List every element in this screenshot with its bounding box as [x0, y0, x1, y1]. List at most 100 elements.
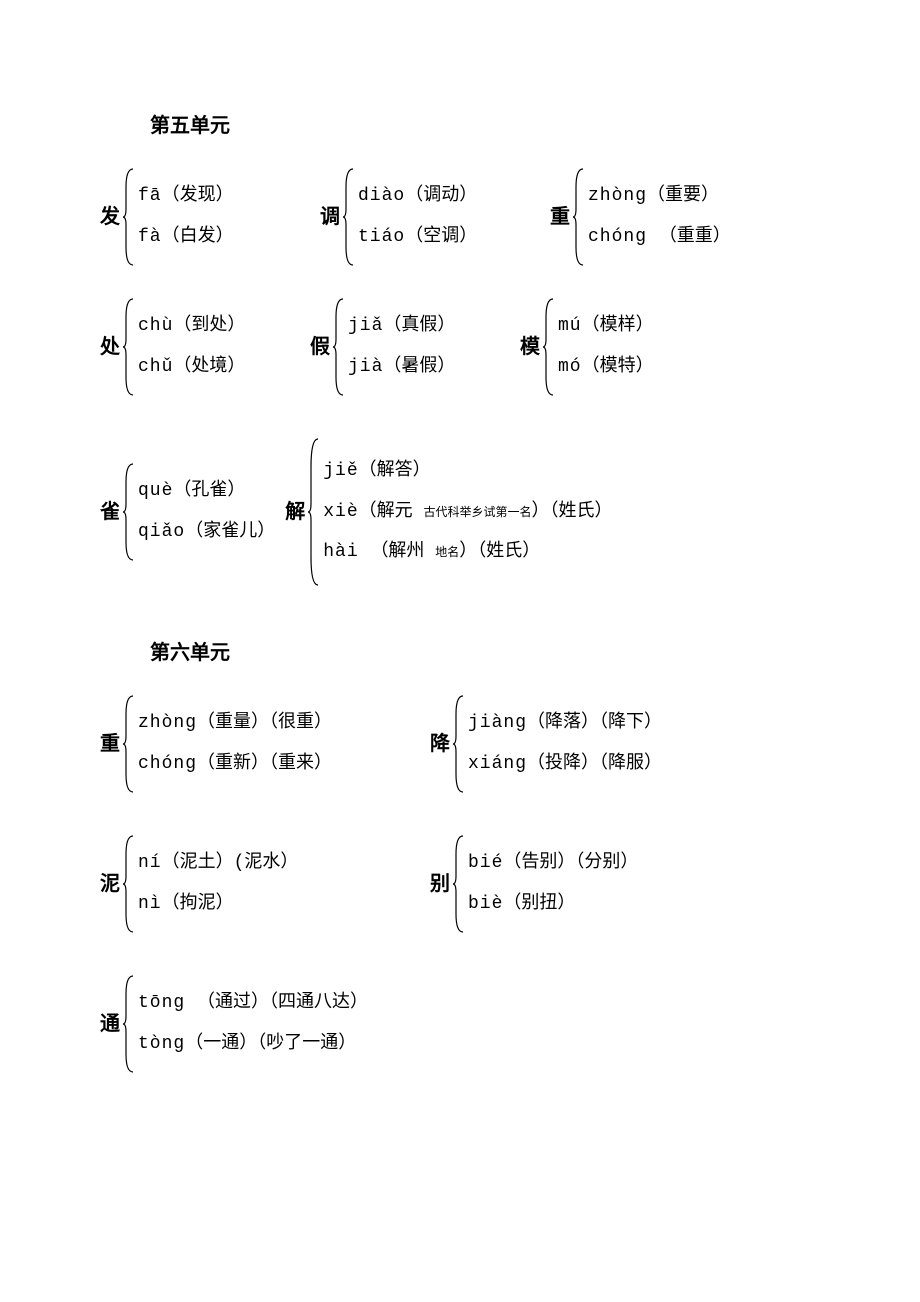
reading-line: jià（暑假） [348, 353, 455, 382]
pinyin: ní [138, 853, 162, 873]
words: （一通）（吵了一通） [185, 1034, 356, 1054]
entry: 发 fā（发现） fà（白发） [100, 167, 310, 267]
reading-line: què（孔雀） [138, 477, 275, 506]
words: （别扭） [503, 894, 575, 914]
entry: 泥 ní（泥土）(泥水） nì（拘泥） [100, 834, 420, 934]
pinyin: jià [348, 357, 383, 377]
brace-icon [542, 297, 554, 397]
pinyin: chǔ [138, 357, 173, 377]
reading-line: tōng （通过）（四通八达） [138, 989, 368, 1018]
hanzi-char: 重 [100, 728, 120, 760]
words: （解答） [359, 461, 431, 481]
words: （投降）（降服） [527, 754, 662, 774]
unit-title: 第五单元 [150, 110, 820, 142]
hanzi-char: 泥 [100, 868, 120, 900]
brace-icon [122, 167, 134, 267]
reading-line: ní（泥土）(泥水） [138, 849, 298, 878]
note: 古代科举乡试第一名 [423, 506, 531, 520]
words: （家雀儿） [185, 522, 275, 542]
reading-line: zhòng（重要） [588, 182, 731, 211]
words: （重新）（重来） [197, 754, 332, 774]
readings-list: jiǎ（真假） jià（暑假） [344, 308, 455, 386]
reading-line: mú（模样） [558, 312, 654, 341]
reading-line: jiàng（降落）（降下） [468, 709, 662, 738]
pinyin: tōng [138, 993, 197, 1013]
words: （白发） [162, 227, 234, 247]
reading-line: tòng（一通）（吵了一通） [138, 1030, 368, 1059]
words: （模特） [582, 357, 654, 377]
entry-row: 通 tōng （通过）（四通八达） tòng（一通）（吵了一通） [100, 974, 820, 1074]
words: （拘泥） [162, 894, 234, 914]
words: （重重） [659, 227, 731, 247]
pinyin: jiě [323, 461, 358, 481]
hanzi-char: 雀 [100, 496, 120, 528]
entry: 模 mú（模样） mó（模特） [520, 297, 654, 397]
pinyin: tiáo [358, 227, 405, 247]
brace-wrap: jiǎ（真假） jià（暑假） [332, 297, 455, 397]
words: （重要） [647, 186, 719, 206]
hanzi-char: 调 [320, 201, 340, 233]
brace-icon [122, 297, 134, 397]
readings-list: tōng （通过）（四通八达） tòng（一通）（吵了一通） [134, 985, 368, 1063]
hanzi-char: 假 [310, 331, 330, 363]
pinyin: hài [323, 542, 370, 562]
brace-icon [572, 167, 584, 267]
words: （重量）（很重） [197, 713, 332, 733]
brace-wrap: zhòng（重量）（很重） chóng（重新）（重来） [122, 694, 332, 794]
pinyin: jiàng [468, 713, 527, 733]
words: （降落）（降下） [527, 713, 662, 733]
hanzi-char: 解 [285, 496, 305, 528]
brace-wrap: jiě（解答） xiè（解元 古代科举乡试第一名）（姓氏） hài （解州 地名… [307, 437, 612, 587]
reading-line: tiáo（空调） [358, 223, 477, 252]
readings-list: què（孔雀） qiǎo（家雀儿） [134, 473, 275, 551]
words: （孔雀） [173, 481, 245, 501]
words: （调动） [405, 186, 477, 206]
reading-line: biè（别扭） [468, 890, 638, 919]
brace-icon [122, 694, 134, 794]
page-root: 第五单元 发 fā（发现） fà（白发） 调 diào（调动） tiáo（空调） [100, 110, 820, 1074]
pinyin: nì [138, 894, 162, 914]
reading-line: xiè（解元 古代科举乡试第一名）（姓氏） [323, 498, 612, 527]
words: （解州 [370, 542, 435, 562]
brace-icon [122, 834, 134, 934]
hanzi-char: 发 [100, 201, 120, 233]
words: （告别）（分别） [503, 853, 638, 873]
brace-wrap: zhòng（重要） chóng （重重） [572, 167, 731, 267]
brace-icon [452, 694, 464, 794]
entry: 假 jiǎ（真假） jià（暑假） [310, 297, 510, 397]
brace-wrap: mú（模样） mó（模特） [542, 297, 654, 397]
brace-icon [332, 297, 344, 397]
entry: 调 diào（调动） tiáo（空调） [320, 167, 540, 267]
brace-wrap: ní（泥土）(泥水） nì（拘泥） [122, 834, 298, 934]
reading-line: chǔ（处境） [138, 353, 245, 382]
brace-icon [122, 974, 134, 1074]
brace-wrap: diào（调动） tiáo（空调） [342, 167, 477, 267]
words-tail: ）（姓氏） [531, 502, 612, 522]
brace-wrap: bié（告别）（分别） biè（别扭） [452, 834, 638, 934]
entry-row: 发 fā（发现） fà（白发） 调 diào（调动） tiáo（空调） 重 [100, 167, 820, 267]
pinyin: diào [358, 186, 405, 206]
readings-list: jiàng（降落）（降下） xiáng（投降）（降服） [464, 705, 662, 783]
entry-row: 泥 ní（泥土）(泥水） nì（拘泥） 别 bié（告别）（分别） biè（别扭… [100, 834, 820, 934]
pinyin: chóng [138, 754, 197, 774]
hanzi-char: 重 [550, 201, 570, 233]
note: 地名 [435, 546, 459, 560]
entry: 降 jiàng（降落）（降下） xiáng（投降）（降服） [430, 694, 662, 794]
words: （通过）（四通八达） [197, 993, 368, 1013]
pinyin: xiè [323, 502, 358, 522]
reading-line: jiǎ（真假） [348, 312, 455, 341]
entry-row: 重 zhòng（重量）（很重） chóng（重新）（重来） 降 jiàng（降落… [100, 694, 820, 794]
pinyin: zhòng [138, 713, 197, 733]
readings-list: bié（告别）（分别） biè（别扭） [464, 845, 638, 923]
pinyin: zhòng [588, 186, 647, 206]
reading-line: diào（调动） [358, 182, 477, 211]
reading-line: xiáng（投降）（降服） [468, 750, 662, 779]
pinyin: biè [468, 894, 503, 914]
unit-title: 第六单元 [150, 637, 820, 669]
words: （暑假） [383, 357, 455, 377]
readings-list: mú（模样） mó（模特） [554, 308, 654, 386]
readings-list: fā（发现） fà（白发） [134, 178, 234, 256]
readings-list: chù（到处） chǔ（处境） [134, 308, 245, 386]
pinyin: chóng [588, 227, 659, 247]
reading-line: qiǎo（家雀儿） [138, 518, 275, 547]
